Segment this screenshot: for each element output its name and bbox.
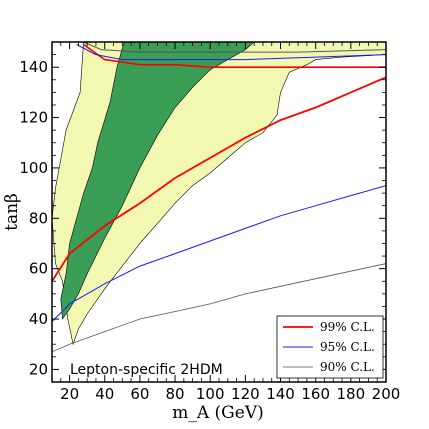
model-annotation: Lepton-specific 2HDM	[70, 362, 223, 378]
y-tick-label: 120	[19, 109, 48, 127]
y-tick-label: 140	[19, 58, 48, 76]
x-tick-label: 40	[95, 385, 114, 403]
x-tick-label: 20	[60, 385, 79, 403]
upper-contour-0	[83, 43, 386, 68]
y-tick-label: 60	[29, 260, 48, 278]
y-tick-label: 100	[19, 159, 48, 177]
x-tick-label: 160	[301, 385, 330, 403]
legend: 99% C.L. 95% C.L. 90% C.L.	[276, 315, 384, 379]
x-tick-label: 180	[337, 385, 366, 403]
y-tick-label: 80	[29, 209, 48, 227]
x-tick-label: 60	[130, 385, 149, 403]
y-tick-label: 40	[29, 310, 48, 328]
legend-label-95: 95% C.L.	[320, 340, 375, 354]
x-tick-label: 80	[166, 385, 185, 403]
x-tick-label: 140	[266, 385, 295, 403]
upper-contour-2	[83, 42, 386, 53]
series-line-0	[52, 76, 386, 282]
allowed-region-1	[60, 42, 255, 320]
legend-label-99: 99% C.L.	[320, 320, 375, 334]
x-axis-label: m_A (GeV)	[172, 403, 263, 423]
series-line-2	[52, 263, 386, 353]
series-line-1	[52, 185, 386, 322]
x-tick-label: 200	[372, 385, 401, 403]
x-tick-label: 120	[231, 385, 260, 403]
upper-contour-1	[76, 44, 386, 61]
x-tick-label: 100	[196, 385, 225, 403]
y-tick-label: 20	[29, 360, 48, 378]
y-axis-label: tanβ	[2, 193, 22, 231]
legend-label-90: 90% C.L.	[320, 360, 375, 374]
